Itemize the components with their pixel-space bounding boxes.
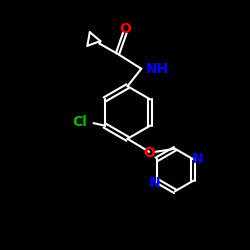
Text: NH: NH: [146, 62, 169, 76]
Text: O: O: [143, 146, 155, 160]
Text: N: N: [192, 152, 204, 166]
Text: O: O: [120, 22, 132, 36]
Text: Cl: Cl: [72, 115, 87, 129]
Text: N: N: [148, 176, 160, 190]
